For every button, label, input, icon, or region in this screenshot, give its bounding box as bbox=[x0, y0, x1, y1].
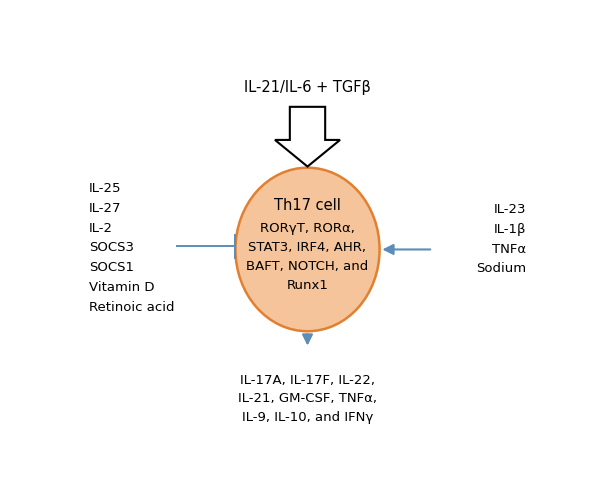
Text: TNFα: TNFα bbox=[492, 243, 526, 255]
Text: IL-21, GM-CSF, TNFα,: IL-21, GM-CSF, TNFα, bbox=[238, 392, 377, 406]
Polygon shape bbox=[275, 107, 340, 166]
Text: IL-9, IL-10, and IFNγ: IL-9, IL-10, and IFNγ bbox=[242, 411, 373, 424]
Text: IL-17A, IL-17F, IL-22,: IL-17A, IL-17F, IL-22, bbox=[240, 374, 375, 387]
Text: IL-25: IL-25 bbox=[89, 182, 121, 195]
Text: RORγT, RORα,
STAT3, IRF4, AHR,
BAFT, NOTCH, and
Runx1: RORγT, RORα, STAT3, IRF4, AHR, BAFT, NOT… bbox=[247, 222, 368, 292]
Text: IL-21/IL-6 + TGFβ: IL-21/IL-6 + TGFβ bbox=[244, 81, 371, 95]
Text: Retinoic acid: Retinoic acid bbox=[89, 301, 175, 314]
Text: IL-27: IL-27 bbox=[89, 202, 121, 215]
Text: Vitamin D: Vitamin D bbox=[89, 281, 154, 294]
Ellipse shape bbox=[235, 167, 380, 331]
Text: IL-23: IL-23 bbox=[494, 203, 526, 216]
Text: SOCS1: SOCS1 bbox=[89, 261, 134, 274]
Text: IL-1β: IL-1β bbox=[494, 223, 526, 236]
Text: Sodium: Sodium bbox=[476, 262, 526, 275]
Text: IL-2: IL-2 bbox=[89, 222, 113, 235]
Text: SOCS3: SOCS3 bbox=[89, 242, 134, 254]
Text: Th17 cell: Th17 cell bbox=[274, 198, 341, 213]
